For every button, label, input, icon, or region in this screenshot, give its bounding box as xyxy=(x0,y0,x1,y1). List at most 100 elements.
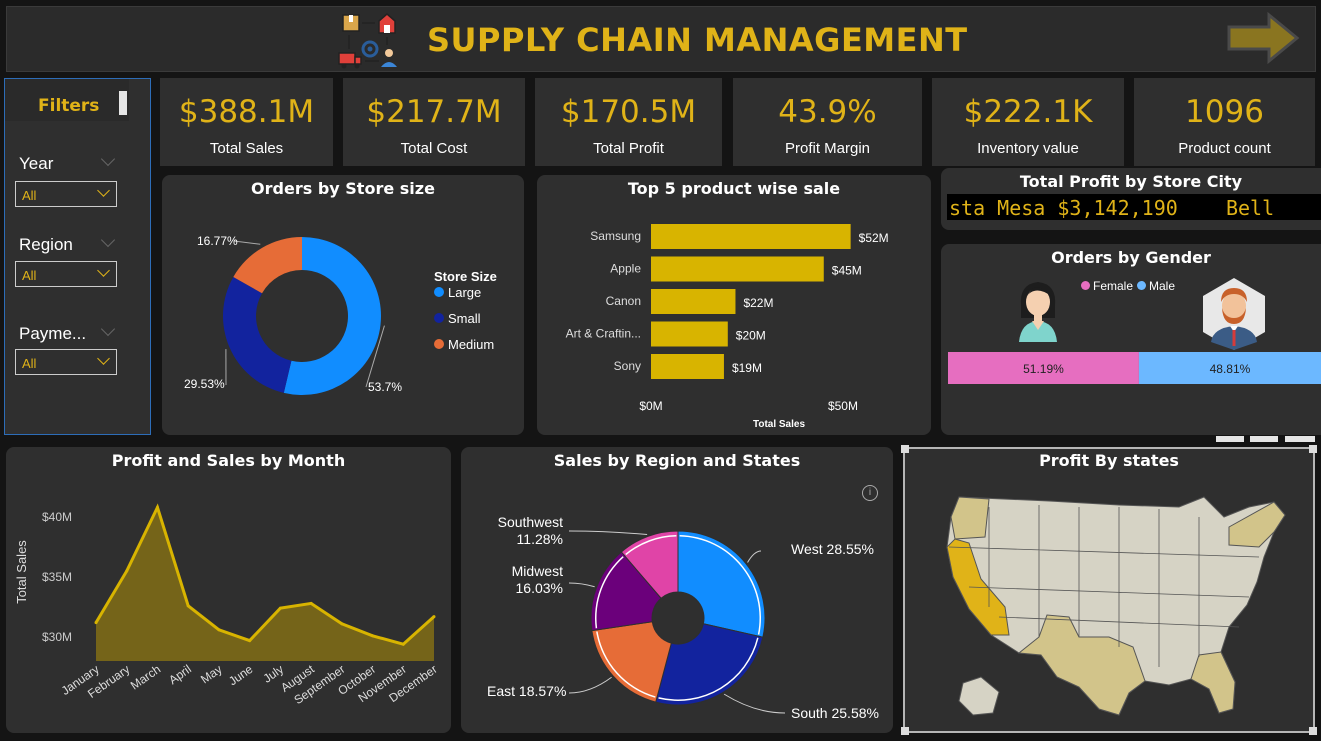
x-tick-label: March xyxy=(128,662,163,693)
panel-title: Profit By states xyxy=(1039,451,1179,470)
leader-line xyxy=(233,240,261,245)
legend-label: Small xyxy=(448,311,481,326)
data-point xyxy=(432,615,436,619)
filter-year-label: Year xyxy=(19,154,54,173)
data-point xyxy=(125,569,129,573)
filter-icon[interactable] xyxy=(1285,436,1315,442)
gender-legend: Female Male xyxy=(1081,279,1179,293)
filter-year-select[interactable]: All xyxy=(15,181,117,207)
filter-region-select[interactable]: All xyxy=(15,261,117,287)
kpi-total-sales: $388.1M Total Sales xyxy=(160,78,333,166)
resize-handle[interactable] xyxy=(901,445,909,453)
chevron-down-icon[interactable] xyxy=(100,321,116,337)
leader-line xyxy=(723,693,786,714)
leader-line xyxy=(568,530,648,536)
region-label: South 25.58% xyxy=(791,705,879,721)
x-tick-label: June xyxy=(226,662,256,689)
info-icon[interactable]: i xyxy=(862,485,878,501)
legend-item-small[interactable]: Small xyxy=(434,311,481,326)
x-tick-label: April xyxy=(166,662,194,687)
focus-mode-icon[interactable] xyxy=(1216,436,1244,442)
bar-category-label: Art & Craftin... xyxy=(566,327,641,341)
y-tick-label: $40M xyxy=(42,510,72,524)
kpi-total-profit: $170.5M Total Profit xyxy=(535,78,722,166)
region-label: 11.28% xyxy=(517,531,563,547)
region-donut-chart[interactable]: West 28.55% South 25.58% East 18.57% Midwes… xyxy=(461,447,893,733)
more-options-icon[interactable] xyxy=(1250,436,1278,442)
bar-category-label: Apple xyxy=(610,262,641,276)
panel-title: Top 5 product wise sale xyxy=(627,179,841,198)
header-bar: SUPPLY CHAIN MANAGEMENT xyxy=(6,6,1316,72)
chevron-down-icon[interactable] xyxy=(100,151,116,167)
bar-value-label: $45M xyxy=(832,264,862,278)
legend-item-medium[interactable]: Medium xyxy=(434,337,494,352)
selection-frame[interactable] xyxy=(903,447,1315,733)
panel-title: Sales by Region and States xyxy=(553,451,801,470)
legend-label: Female xyxy=(1093,279,1134,293)
donut-slice-small xyxy=(223,276,292,393)
bar-value-label: $52M xyxy=(859,231,889,245)
data-point xyxy=(94,621,98,625)
bar-3 xyxy=(651,321,728,347)
kpi-total-cost: $217.7M Total Cost xyxy=(343,78,525,166)
legend-item-female[interactable]: Female xyxy=(1081,279,1133,293)
y-tick-label: $30M xyxy=(42,630,72,644)
donut-slice-east xyxy=(591,621,672,703)
kpi-label: Total Sales xyxy=(209,140,284,157)
gender-value-label: 48.81% xyxy=(1210,362,1251,376)
area-fill xyxy=(96,507,434,661)
resize-handle[interactable] xyxy=(901,727,909,735)
bar-0 xyxy=(651,224,851,249)
kpi-value: $170.5M xyxy=(560,94,697,130)
filter-payment-label: Payme... xyxy=(19,324,87,343)
legend-item-large[interactable]: Large xyxy=(434,285,481,300)
sales-line xyxy=(94,503,436,646)
states-map-panel: Profit By states xyxy=(901,445,1317,735)
panel-title: Profit and Sales by Month xyxy=(111,451,346,470)
y-tick-label: $35M xyxy=(42,570,72,584)
filters-scrollbar[interactable] xyxy=(119,91,127,115)
city-profit-ticker[interactable]: sta Mesa $3,142,190 Bell xyxy=(947,194,1321,220)
store-size-panel: Orders by Store size 53.7% 29.53% 16.77% S… xyxy=(162,175,524,435)
store-size-donut-chart[interactable]: 53.7% 29.53% 16.77% xyxy=(162,175,524,435)
donut-slice-large xyxy=(283,237,381,395)
city-profit-panel: Total Profit by Store City sta Mesa $3,1… xyxy=(941,168,1321,230)
kpi-label: Inventory value xyxy=(977,140,1079,157)
arrow-right-icon[interactable] xyxy=(1225,11,1301,65)
region-label: Southwest xyxy=(498,514,563,530)
legend-dot xyxy=(1081,281,1090,290)
donut-slice-medium xyxy=(233,237,302,294)
chevron-down-icon[interactable] xyxy=(100,232,116,248)
data-point xyxy=(401,642,405,646)
data-point xyxy=(217,628,221,632)
kpi-value: 43.9% xyxy=(778,94,877,130)
kpi-value: $222.1K xyxy=(963,94,1093,130)
data-point xyxy=(340,622,344,626)
male-avatar-icon xyxy=(1203,278,1265,350)
kpi-label: Profit Margin xyxy=(784,140,871,157)
filter-payment-select[interactable]: All xyxy=(15,349,117,375)
resize-handle[interactable] xyxy=(1309,445,1317,453)
bar-category-label: Sony xyxy=(614,359,641,373)
legend-item-male[interactable]: Male xyxy=(1137,279,1175,293)
bar-category-label: Samsung xyxy=(590,229,641,243)
resize-handle[interactable] xyxy=(1309,727,1317,735)
region-label: Midwest xyxy=(512,563,563,579)
region-label: 16.03% xyxy=(516,580,563,596)
top-products-bar-chart[interactable]: Samsung $52M Apple $45M Canon $22M Art & Craft… xyxy=(537,175,931,435)
data-point xyxy=(309,601,313,605)
bar-value-label: $20M xyxy=(736,329,766,343)
kpi-value: 1096 xyxy=(1185,94,1264,130)
panel-title: Total Profit by Store City xyxy=(1019,172,1243,191)
x-tick-label: $0M xyxy=(639,399,662,413)
bar-2 xyxy=(651,289,736,314)
us-map-icon[interactable] xyxy=(929,487,1299,727)
legend-title: Store Size xyxy=(434,269,497,284)
legend-label: Male xyxy=(1149,279,1176,293)
chevron-down-icon xyxy=(97,184,110,197)
donut-slice-south xyxy=(655,623,764,706)
gender-stacked-bar[interactable]: 51.19% 48.81% xyxy=(948,352,1321,384)
data-point xyxy=(186,604,190,608)
legend-dot xyxy=(434,313,444,323)
